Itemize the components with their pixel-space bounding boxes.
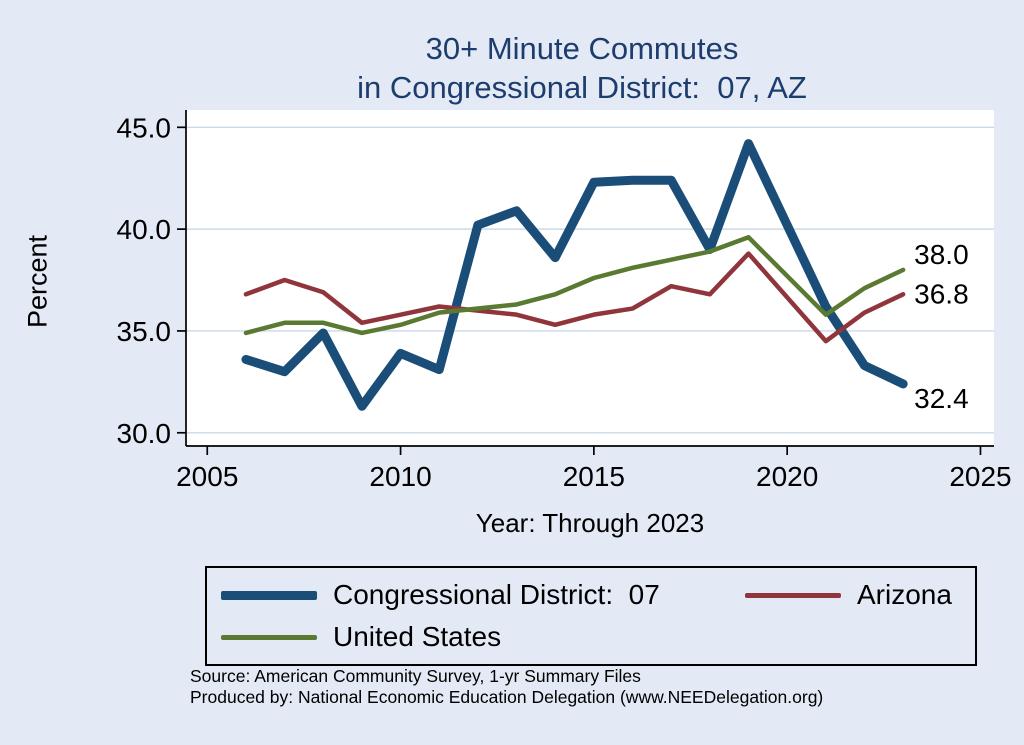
series-line-1	[243, 251, 906, 344]
end-label-1: 36.8	[914, 278, 969, 309]
footer-notes: Source: American Community Survey, 1-yr …	[190, 666, 823, 709]
y-tick-label: 40.0	[117, 214, 172, 245]
x-tick-label: 2025	[949, 461, 1011, 492]
legend-grid: Congressional District: 07 Arizona Unite…	[221, 577, 975, 655]
x-tick-label: 2015	[563, 461, 625, 492]
arizona-line-swatch	[745, 592, 841, 598]
source-note: Source: American Community Survey, 1-yr …	[190, 666, 641, 686]
y-tick-label: 30.0	[117, 418, 172, 449]
x-tick-label: 2005	[176, 461, 238, 492]
y-tick-label: 35.0	[117, 316, 172, 347]
x-tick-label: 2010	[369, 461, 431, 492]
produced-by-note: Produced by: National Economic Education…	[190, 687, 824, 708]
y-tick-label: 45.0	[117, 112, 172, 143]
legend-label-district: Congressional District: 07	[333, 579, 660, 610]
legend-item-arizona: Arizona	[745, 577, 975, 613]
series-line-2	[243, 235, 906, 336]
x-tick-label: 2020	[756, 461, 818, 492]
us-line-swatch	[221, 634, 317, 640]
legend-item-us: United States	[221, 619, 745, 655]
legend-label-us: United States	[333, 621, 502, 652]
series-line-0	[241, 139, 908, 411]
district-line-swatch	[221, 590, 317, 600]
legend-label-arizona: Arizona	[857, 579, 952, 610]
legend: Congressional District: 07 Arizona Unite…	[205, 566, 977, 666]
chart-title-line2: in Congressional District: 07, AZ	[357, 69, 807, 105]
end-label-0: 32.4	[914, 383, 969, 414]
chart-title-line1: 30+ Minute Commutes	[425, 31, 739, 66]
legend-item-district: Congressional District: 07	[221, 577, 745, 613]
x-axis-title: Year: Through 2023	[475, 508, 705, 538]
chart-title: 30+ Minute Commutes in Congressional Dis…	[150, 30, 1014, 108]
end-label-2: 38.0	[914, 239, 969, 270]
